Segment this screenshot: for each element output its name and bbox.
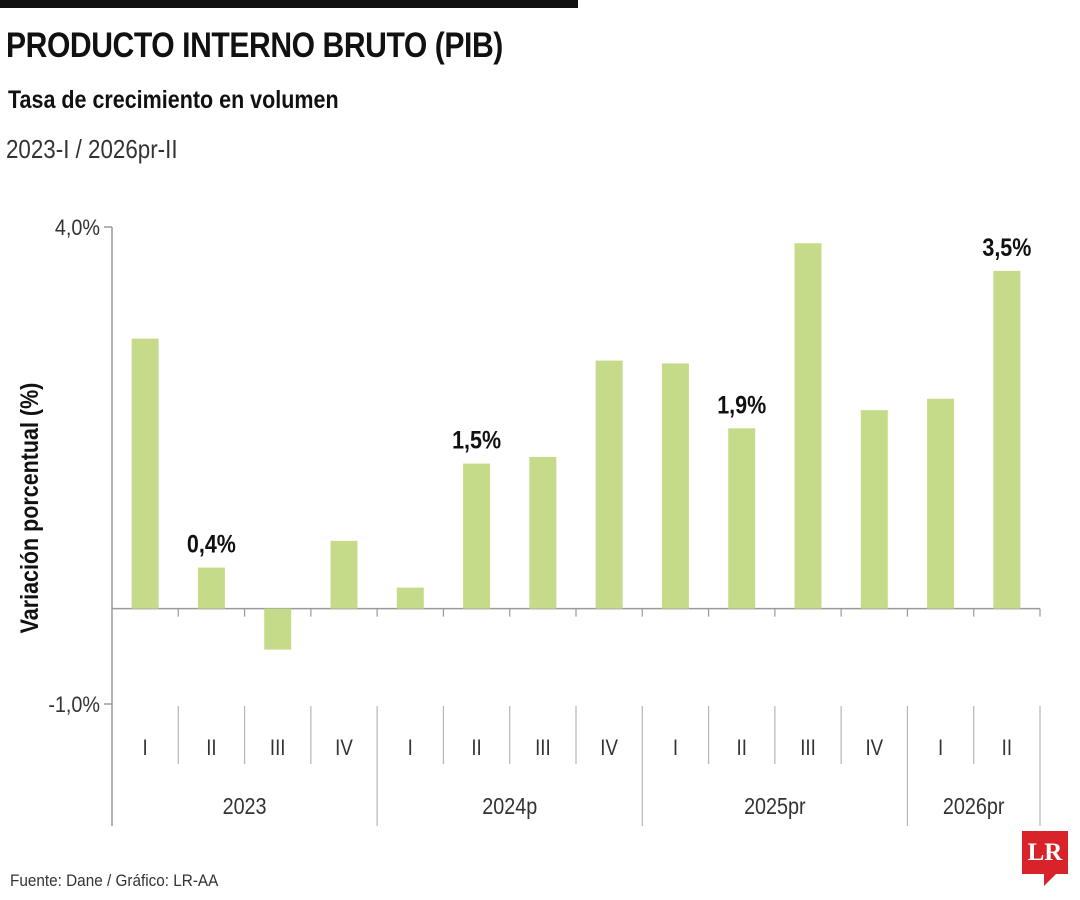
x-group-label: 2024p: [482, 794, 537, 820]
bar: [529, 456, 557, 609]
bar: [264, 608, 292, 650]
x-tick-label: III: [800, 737, 816, 761]
bar: [330, 540, 358, 609]
x-group-label: 2025pr: [744, 794, 806, 820]
bar: [794, 243, 822, 609]
chart-subtitle: Tasa de crecimiento en volumen: [8, 86, 339, 114]
bar: [396, 587, 424, 609]
x-tick-label: II: [737, 737, 747, 761]
x-tick-label: I: [143, 737, 148, 761]
x-tick-label: I: [938, 737, 943, 761]
x-tick-label: II: [206, 737, 216, 761]
x-tick-label: III: [535, 737, 551, 761]
data-label: 1,5%: [452, 426, 501, 454]
x-tick-label: IV: [335, 737, 353, 761]
bar: [595, 360, 623, 609]
chart-period: 2023-I / 2026pr-II: [6, 134, 178, 164]
data-label: 1,9%: [717, 391, 766, 419]
x-tick-label: III: [270, 737, 286, 761]
y-axis-title: Variación porcentual (%): [15, 383, 43, 634]
lr-logo: LR: [1022, 831, 1068, 874]
bar: [197, 567, 225, 609]
x-tick-label: I: [673, 737, 678, 761]
source-note: Fuente: Dane / Gráfico: LR-AA: [10, 871, 219, 890]
lr-logo-tail: [1044, 874, 1056, 886]
x-tick-label: II: [471, 737, 481, 761]
top-rule: [0, 0, 578, 8]
y-tick-label: 4,0%: [55, 216, 100, 240]
bar: [661, 363, 689, 609]
chart-title: PRODUCTO INTERNO BRUTO (PIB): [6, 26, 503, 65]
bar: [463, 463, 491, 609]
x-group-label: 2023: [223, 794, 267, 820]
x-tick-label: IV: [865, 737, 883, 761]
bar: [927, 398, 955, 609]
bar: [860, 410, 888, 609]
data-label: 3,5%: [982, 233, 1031, 261]
bar: [131, 338, 159, 609]
x-group-label: 2026pr: [943, 794, 1005, 820]
bar: [993, 270, 1021, 609]
bar: [728, 428, 756, 609]
y-tick-label: -1,0%: [48, 693, 100, 717]
x-tick-label: I: [408, 737, 413, 761]
x-tick-label: II: [1002, 737, 1012, 761]
data-label: 0,4%: [187, 530, 236, 558]
x-tick-label: IV: [600, 737, 618, 761]
